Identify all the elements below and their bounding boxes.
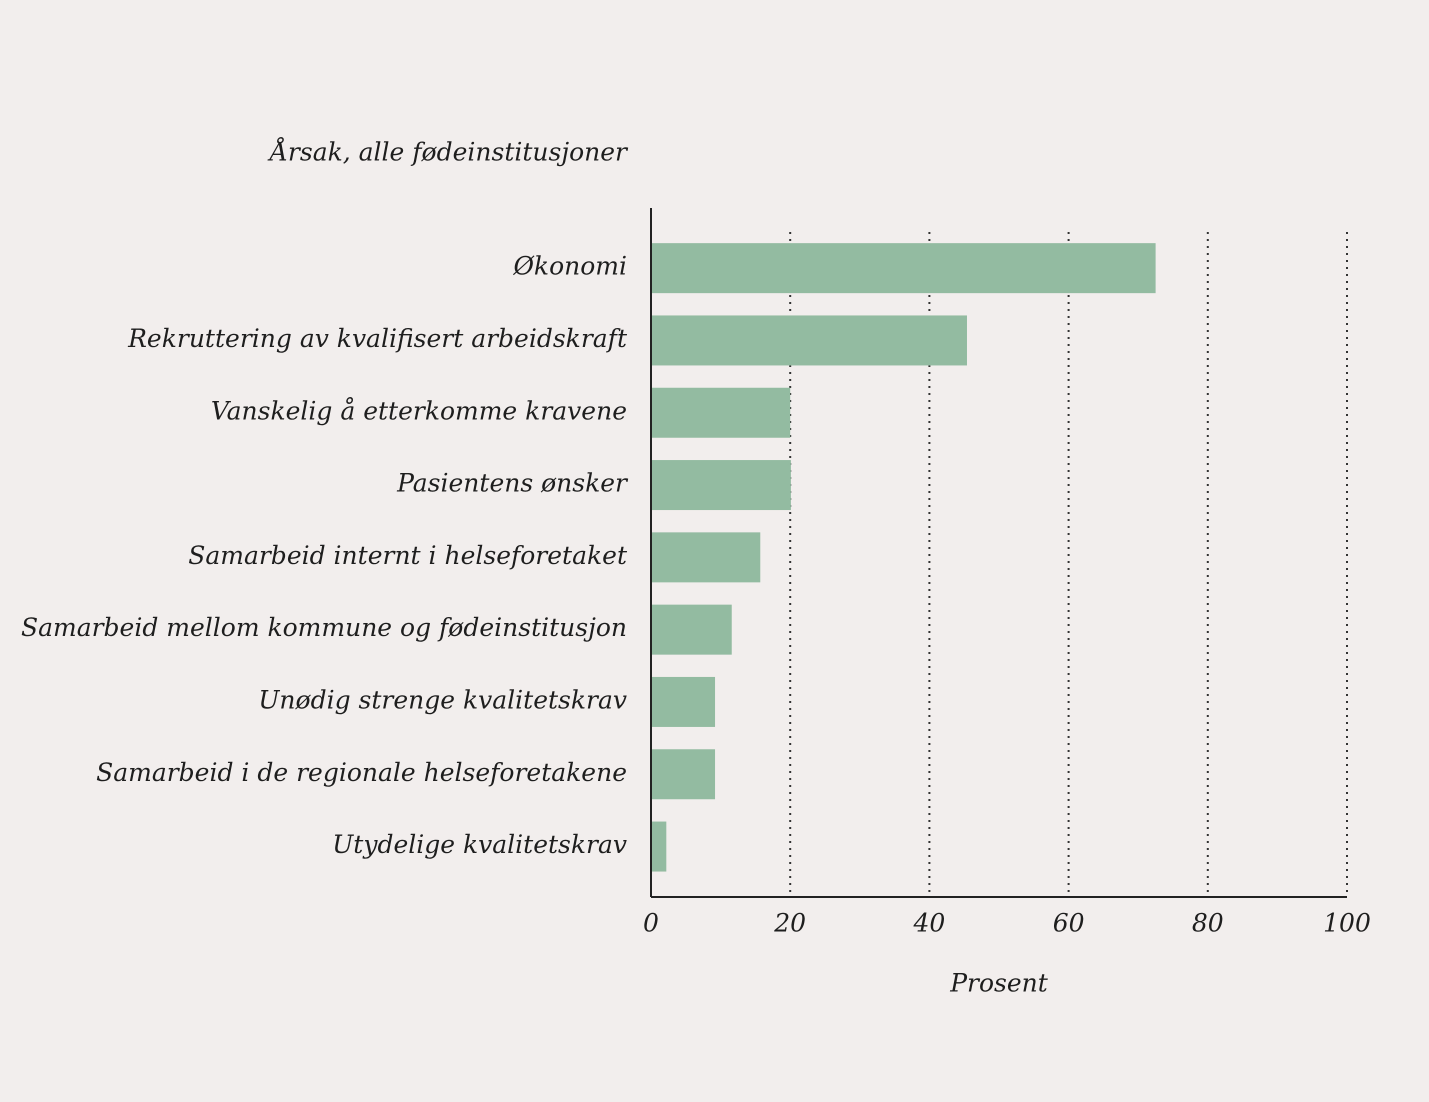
bar xyxy=(651,460,791,511)
x-tick-label: 20 xyxy=(773,909,806,938)
y-tick-label: Samarbeid mellom kommune og fødeinstitus… xyxy=(21,613,627,642)
y-tick-label: Samarbeid i de regionale helseforetakene xyxy=(96,758,627,787)
bar xyxy=(651,532,761,583)
y-tick-label: Utydelige kvalitetskrav xyxy=(332,830,627,859)
bar xyxy=(651,243,1156,294)
x-tick-label: 40 xyxy=(912,909,945,938)
y-tick-label: Økonomi xyxy=(512,252,627,281)
x-tick-label: 0 xyxy=(643,909,659,938)
x-tick-label: 60 xyxy=(1053,909,1085,938)
bar xyxy=(651,387,791,438)
bar xyxy=(651,749,716,800)
y-tick-label: Vanskelig å etterkomme kravene xyxy=(211,396,627,425)
x-axis-title: Prosent xyxy=(949,969,1049,998)
y-tick-label: Pasientens ønsker xyxy=(396,469,629,498)
y-tick-label: Samarbeid internt i helseforetaket xyxy=(188,541,628,570)
x-tick-label: 100 xyxy=(1323,909,1371,938)
bar xyxy=(651,676,716,727)
x-tick-label: 80 xyxy=(1192,909,1224,938)
bar xyxy=(651,821,667,872)
y-tick-label: Unødig strenge kvalitetskrav xyxy=(258,685,627,714)
y-tick-label: Rekruttering av kvalifisert arbeidskraft xyxy=(127,324,628,353)
bar xyxy=(651,315,967,366)
y-axis-title: Årsak, alle fødeinstitusjoner xyxy=(267,137,629,167)
bar xyxy=(651,604,732,655)
